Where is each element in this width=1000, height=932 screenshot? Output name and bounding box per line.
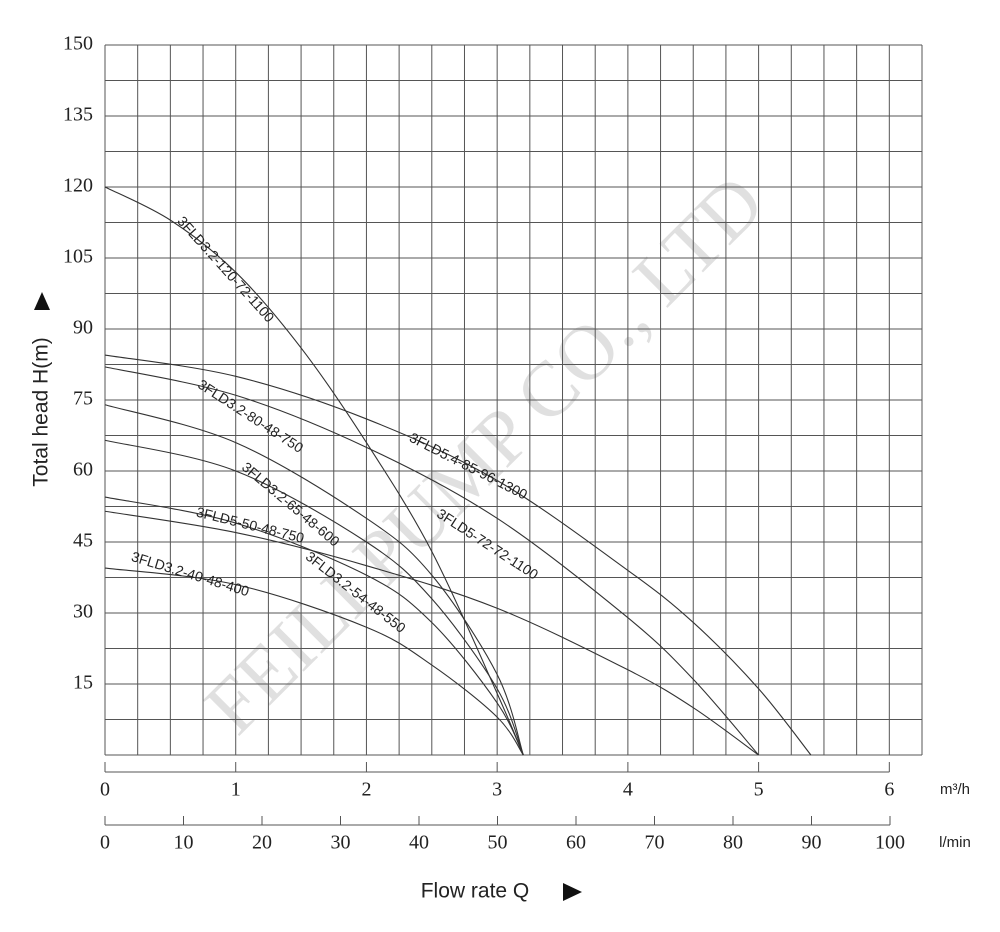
x-tick-label: 6 xyxy=(884,779,894,801)
pump-curve xyxy=(104,404,524,756)
x-tick-label: 1 xyxy=(231,779,241,801)
x-axis-arrow xyxy=(563,883,582,901)
x2-unit: l/min xyxy=(939,834,971,851)
x2-tick-label: 50 xyxy=(488,832,508,854)
y-tick-label: 15 xyxy=(73,672,93,694)
x-tick-label: 2 xyxy=(361,779,371,801)
x2-tick-label: 60 xyxy=(566,832,586,854)
x2-tick-label: 90 xyxy=(802,832,822,854)
x2-tick-label: 40 xyxy=(409,832,429,854)
y-tick-label: 60 xyxy=(73,459,93,481)
y-tick-label: 45 xyxy=(73,530,93,552)
watermark: FEILI PUMP CO., LTD xyxy=(188,158,780,750)
y-axis-arrow xyxy=(34,292,50,310)
pump-curve xyxy=(104,510,759,756)
x-axis-title: Flow rate Q xyxy=(421,880,530,903)
y-tick-label: 105 xyxy=(63,246,93,268)
x2-tick-label: 80 xyxy=(723,832,743,854)
pump-curve xyxy=(104,496,524,756)
y-axis-title: Total head H(m) xyxy=(30,337,53,486)
pump-curve xyxy=(104,439,524,756)
x2-tick-label: 100 xyxy=(875,832,905,854)
pump-curve xyxy=(104,354,812,756)
x2-tick-label: 10 xyxy=(174,832,194,854)
x-tick-label: 0 xyxy=(100,779,110,801)
x-tick-label: 4 xyxy=(623,779,633,801)
x-tick-label: 5 xyxy=(754,779,764,801)
y-tick-label: 135 xyxy=(63,104,93,126)
y-tick-label: 90 xyxy=(73,317,93,339)
x2-tick-label: 0 xyxy=(100,832,110,854)
x-tick-label: 3 xyxy=(492,779,502,801)
x-unit: m³/h xyxy=(940,781,970,798)
pump-curve xyxy=(104,567,524,756)
y-tick-label: 75 xyxy=(73,388,93,410)
y-tick-label: 150 xyxy=(63,33,93,55)
x2-tick-label: 70 xyxy=(645,832,665,854)
x2-tick-label: 30 xyxy=(331,832,351,854)
y-tick-label: 30 xyxy=(73,601,93,623)
curve-label: 3FLD3.2-40-48-400 xyxy=(130,548,252,599)
curve-label: 3FLD3.2-80-48-750 xyxy=(195,376,306,456)
pump-curve xyxy=(104,366,760,756)
y-tick-label: 120 xyxy=(63,175,93,197)
curve-label: 3FLD3.2-120-72-1100 xyxy=(174,213,278,325)
x2-tick-label: 20 xyxy=(252,832,272,854)
